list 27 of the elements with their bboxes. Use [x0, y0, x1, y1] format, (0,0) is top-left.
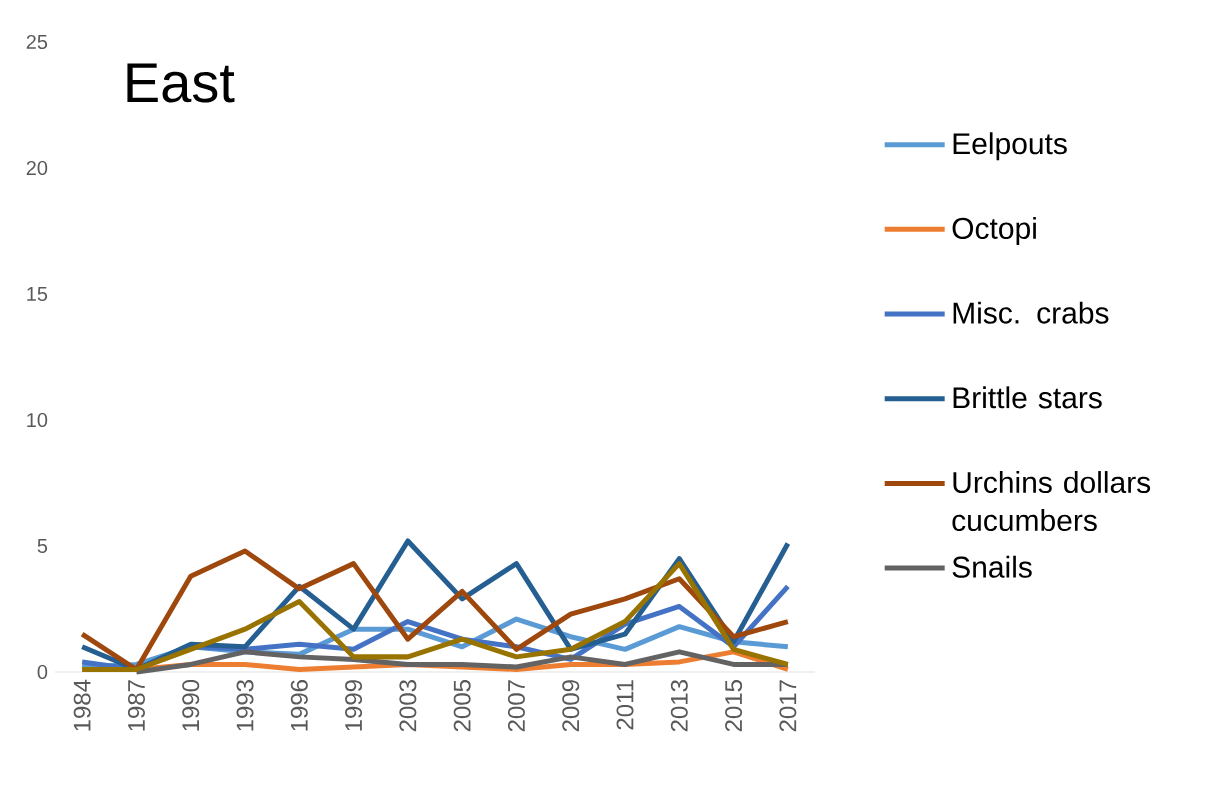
x-tick-label: 2017 — [779, 680, 797, 732]
x-tick-label: 1990 — [182, 679, 200, 731]
x-tick-label: 2013 — [670, 680, 688, 732]
x-tick-label: 2007 — [507, 680, 525, 732]
chart-title: East — [127, 63, 235, 103]
legend-label: Snails — [952, 555, 1032, 578]
legend-label: Misc. crabs — [953, 301, 1109, 324]
x-tick-label: 1999 — [345, 680, 363, 731]
y-tick-label: 0 — [37, 664, 48, 680]
x-tick-label: 1984 — [73, 679, 91, 731]
x-tick-label: 1996 — [290, 680, 308, 731]
x-tick-label: 2009 — [562, 680, 580, 732]
y-tick-label: 20 — [26, 160, 48, 176]
legend-label: Urchins dollars cucumbers — [952, 471, 1151, 532]
x-tick-label: 2015 — [725, 680, 743, 732]
legend-label: Brittle stars — [953, 386, 1102, 409]
x-tick-label: 2011 — [616, 680, 634, 730]
y-tick-label: 10 — [27, 412, 48, 428]
x-tick-label: 1987 — [127, 680, 145, 731]
x-tick-label: 2005 — [453, 680, 471, 732]
legend-label: Eelpouts — [953, 132, 1067, 161]
x-tick-label: 1993 — [236, 680, 254, 731]
y-tick-label: 15 — [27, 287, 48, 301]
legend-label: Octopi — [952, 216, 1036, 245]
y-tick-label: 25 — [26, 34, 48, 50]
x-tick-label: 2003 — [399, 680, 417, 732]
y-tick-label: 5 — [37, 539, 48, 553]
